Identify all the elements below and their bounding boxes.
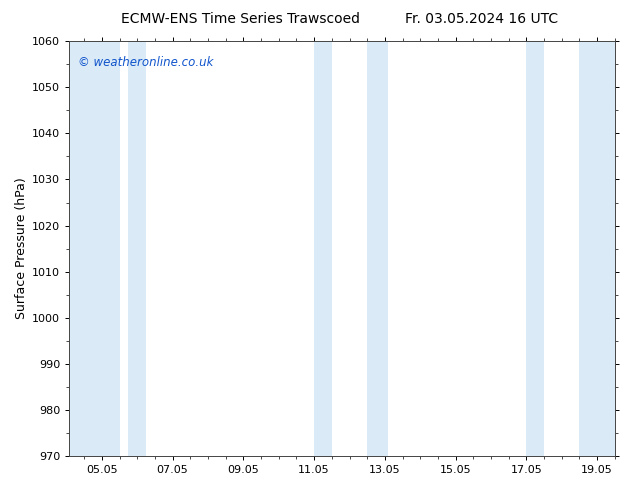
Text: © weatheronline.co.uk: © weatheronline.co.uk bbox=[77, 56, 213, 69]
Text: Fr. 03.05.2024 16 UTC: Fr. 03.05.2024 16 UTC bbox=[405, 12, 559, 26]
Bar bbox=[526, 41, 544, 456]
Bar bbox=[69, 41, 120, 456]
Bar bbox=[129, 41, 146, 456]
Bar bbox=[314, 41, 332, 456]
Y-axis label: Surface Pressure (hPa): Surface Pressure (hPa) bbox=[15, 178, 28, 319]
Bar bbox=[579, 41, 615, 456]
Text: ECMW-ENS Time Series Trawscoed: ECMW-ENS Time Series Trawscoed bbox=[122, 12, 360, 26]
Bar bbox=[367, 41, 388, 456]
